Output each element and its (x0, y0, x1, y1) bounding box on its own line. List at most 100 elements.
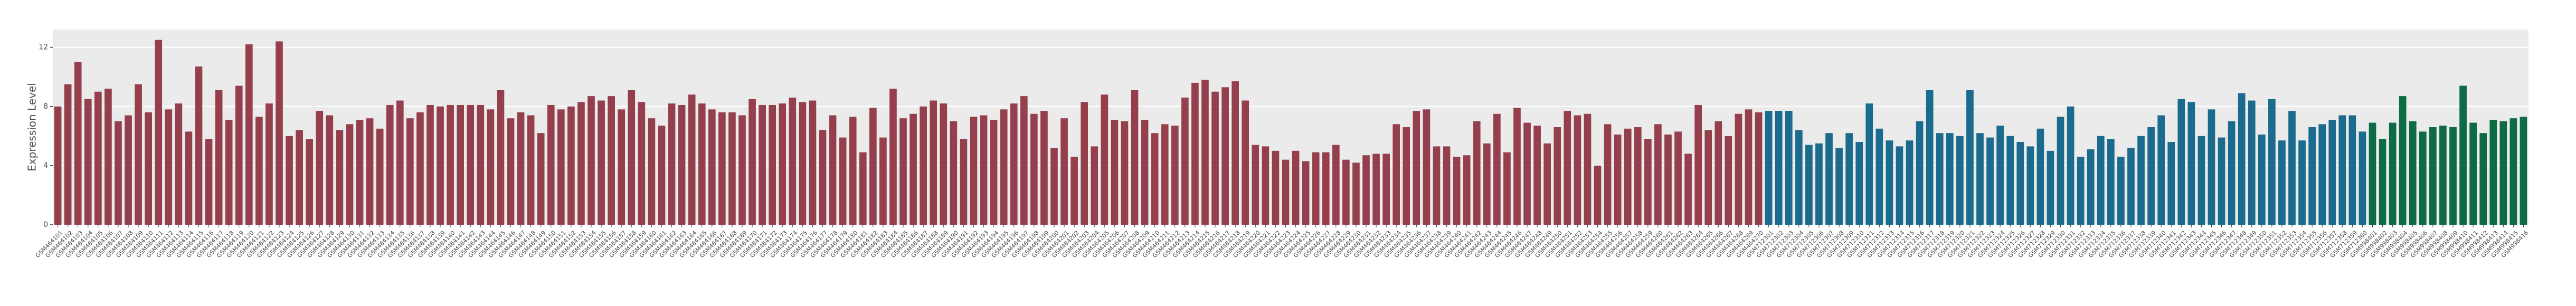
bar (2439, 126, 2447, 225)
bar (1262, 146, 1270, 225)
bar (668, 103, 676, 225)
bar (1433, 146, 1441, 225)
bar (2419, 131, 2427, 225)
bar (738, 115, 746, 225)
bar (2097, 136, 2105, 225)
bar (1996, 126, 2004, 225)
bar (1815, 143, 1823, 225)
bar (1745, 109, 1753, 225)
bar (1564, 111, 1571, 225)
bar (1574, 115, 1581, 225)
bar (276, 41, 283, 225)
bar (1976, 133, 1984, 225)
bar (799, 102, 807, 225)
bar (2057, 117, 2064, 225)
bar (487, 109, 495, 225)
bar (557, 109, 565, 225)
bar (2187, 102, 2195, 225)
bar (1684, 154, 1692, 225)
bar (2067, 106, 2075, 225)
bar (839, 137, 847, 225)
bar (1242, 100, 1249, 225)
bar (225, 119, 233, 225)
bar (1050, 148, 1058, 225)
bar (2157, 115, 2165, 225)
bar (718, 112, 726, 225)
bar (1101, 94, 1109, 225)
bar (1091, 146, 1098, 225)
bar (185, 131, 193, 225)
bar (457, 104, 464, 225)
bar (2520, 117, 2527, 225)
bar (1322, 152, 1330, 225)
bar (1443, 146, 1451, 225)
bar (2449, 127, 2457, 225)
bar (2047, 150, 2054, 225)
bar (2026, 146, 2034, 225)
bar (1704, 130, 1712, 225)
bar (2429, 127, 2437, 225)
bar (477, 104, 485, 225)
bar (809, 100, 817, 225)
bar (2359, 131, 2366, 225)
bar (507, 118, 515, 225)
bar (1423, 109, 1431, 225)
bar (54, 106, 62, 225)
bar (708, 109, 716, 225)
bar (2228, 121, 2236, 225)
bar (920, 106, 927, 225)
bar (346, 124, 354, 225)
bar (1312, 152, 1320, 225)
bar (1946, 133, 1954, 225)
bar (64, 84, 72, 225)
bar (970, 117, 978, 225)
bar (135, 84, 142, 225)
bar (1232, 81, 1239, 225)
bar (427, 104, 434, 225)
bar (2167, 142, 2175, 225)
bar (1071, 157, 1078, 225)
bar (2177, 99, 2185, 225)
bar (1483, 143, 1491, 225)
bar (497, 90, 505, 225)
bar (1825, 133, 1833, 225)
bar (1674, 131, 1682, 225)
bar (869, 108, 877, 225)
bar (376, 128, 384, 225)
bar (2328, 119, 2336, 225)
bar (1413, 111, 1420, 225)
bar (286, 136, 293, 225)
bar (1302, 161, 1310, 225)
bar (447, 104, 454, 225)
bar (2117, 157, 2125, 225)
bar (306, 139, 314, 225)
plot-background (53, 30, 2528, 225)
bar (618, 109, 626, 225)
bar (688, 94, 696, 225)
bar (2037, 128, 2044, 225)
bar (698, 103, 706, 225)
bar (1604, 124, 1612, 225)
bar (356, 119, 364, 225)
bar (1644, 139, 1652, 225)
bar (1362, 155, 1370, 225)
bar (2469, 122, 2477, 225)
bar (759, 104, 766, 225)
bar (1513, 108, 1521, 225)
bar (1755, 112, 1763, 225)
bar (2509, 118, 2517, 225)
bar (527, 115, 535, 225)
bar (829, 115, 837, 225)
bar (195, 66, 203, 225)
bar (2248, 100, 2256, 225)
y-tick-label: 4 (43, 161, 48, 170)
bar (316, 111, 324, 225)
bar (1171, 126, 1179, 225)
bar (2318, 124, 2326, 225)
bar (1272, 150, 1280, 225)
bar (1725, 136, 1732, 225)
bar (416, 112, 424, 225)
bar (175, 103, 183, 225)
bar (1141, 119, 1149, 225)
bar (2409, 121, 2417, 225)
